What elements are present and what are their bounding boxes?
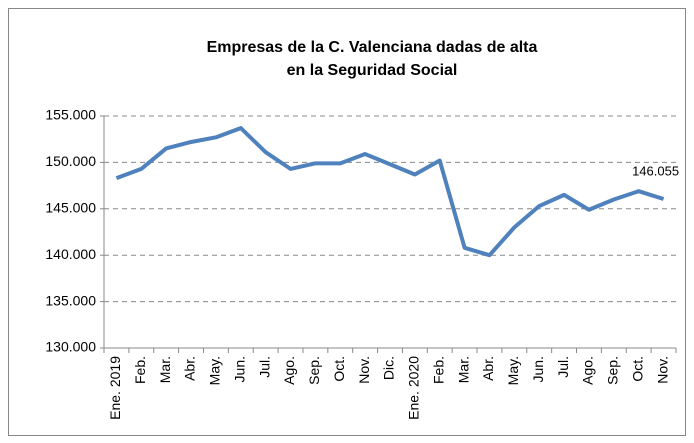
y-tick-label: 155.000 [45,107,96,123]
x-tick-label: May. [207,356,223,385]
y-tick-label: 145.000 [45,200,96,216]
y-tick-label: 130.000 [45,339,96,355]
x-tick-label: Abr. [480,356,496,381]
x-tick-label: Nov. [654,356,670,384]
x-tick-label: Sep. [605,356,621,385]
y-tick-label: 140.000 [45,246,96,262]
chart-border [8,8,686,436]
x-tick-label: Abr. [182,356,198,381]
x-tick-label: Jul. [555,356,571,378]
x-tick-label: Feb. [430,356,446,384]
x-tick-label: Ene. 2019 [107,356,123,420]
y-tick-label: 135.000 [45,292,96,308]
x-tick-label: Jun. [530,356,546,382]
chart-title: Empresas de la C. Valenciana dadas de al… [207,39,538,56]
x-tick-label: Mar. [157,356,173,383]
y-tick-label: 150.000 [45,153,96,169]
x-tick-label: May. [505,356,521,385]
x-tick-label: Oct. [331,356,347,382]
x-tick-label: Dic. [381,356,397,380]
x-tick-label: Ago. [580,356,596,385]
x-tick-label: Jun. [231,356,247,382]
data-label: 146.055 [632,163,679,178]
line-series [115,126,665,258]
x-tick-label: Nov. [356,356,372,384]
x-tick-label: Sep. [306,356,322,385]
x-tick-label: Jul. [256,356,272,378]
x-tick-label: Feb. [132,356,148,384]
x-tick-label: Ago. [281,356,297,385]
x-tick-label: Ene. 2020 [406,356,422,420]
x-tick-label: Mar. [455,356,471,383]
chart-title: en la Seguridad Social [287,62,458,79]
x-tick-label: Oct. [629,356,645,382]
